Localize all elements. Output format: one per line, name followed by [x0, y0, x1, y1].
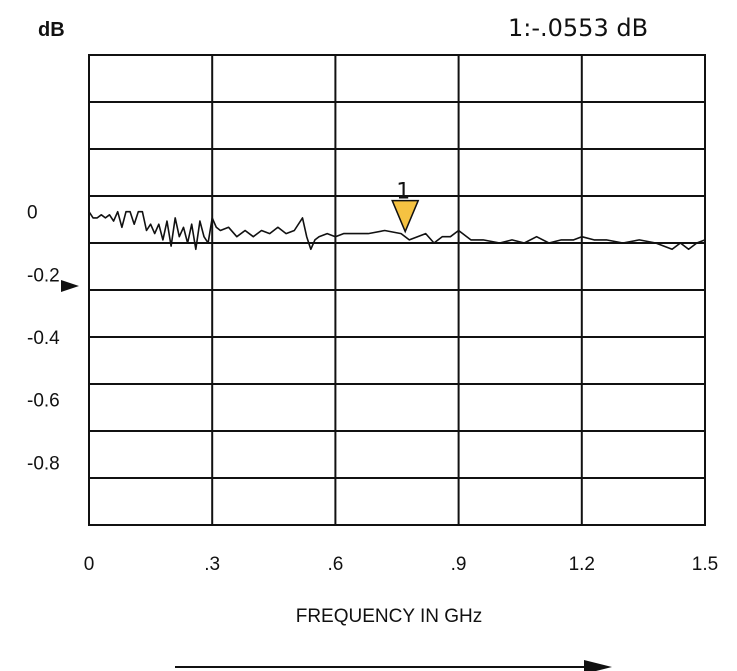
marker-triangle	[391, 199, 420, 234]
series-line	[88, 210, 706, 251]
grid	[88, 54, 706, 526]
x-tick-label: .6	[327, 554, 343, 575]
x-tick-label: 1.2	[569, 554, 595, 575]
marker-1: 1	[391, 180, 420, 234]
series	[88, 210, 706, 251]
marker-readout: 1:-.0553 dB	[508, 14, 648, 42]
x-tick-label: 1.5	[692, 554, 718, 575]
reference-level-arrow	[61, 280, 79, 292]
marker-label: 1	[396, 180, 410, 205]
y-axis-label: dB	[38, 19, 65, 41]
y-tick-label: -0.6	[27, 391, 60, 412]
x-tick-label: .3	[204, 554, 220, 575]
y-tick-label: -0.4	[27, 328, 60, 349]
y-tick-label: -0.8	[27, 453, 60, 474]
direction-arrowhead	[584, 660, 612, 671]
y-tick-labels: 0 -0.2 -0.4 -0.6 -0.8	[27, 203, 60, 475]
x-tick-labels: 0 .3 .6 .9 1.2 1.5	[84, 554, 719, 575]
x-tick-label: 0	[84, 554, 95, 575]
x-axis-label: FREQUENCY IN GHz	[296, 606, 483, 627]
y-tick-label: -0.2	[27, 265, 60, 286]
y-tick-label: 0	[27, 203, 38, 224]
x-tick-label: .9	[451, 554, 467, 575]
